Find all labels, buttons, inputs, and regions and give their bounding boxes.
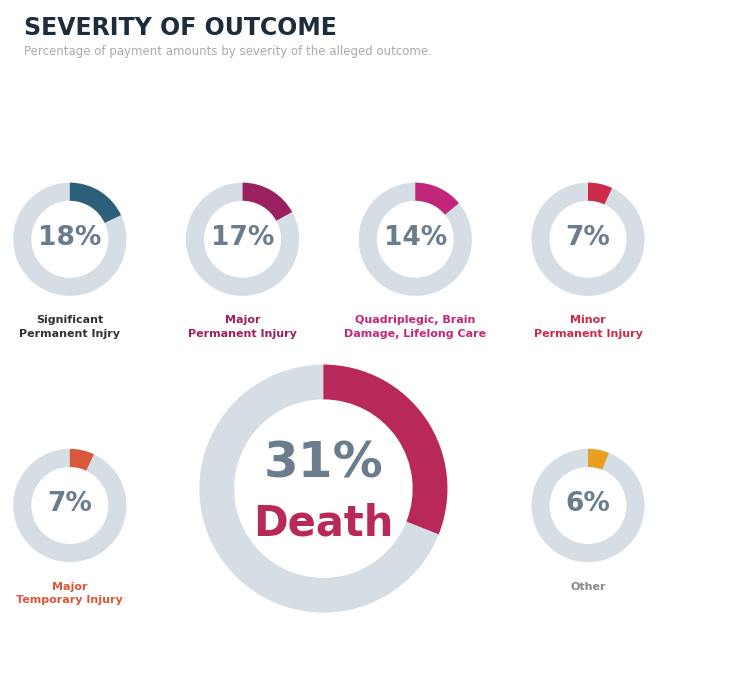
Text: Death: Death <box>254 502 393 545</box>
Wedge shape <box>323 365 448 534</box>
Wedge shape <box>415 183 459 215</box>
Wedge shape <box>588 183 612 204</box>
Text: Minor
Permanent Injury: Minor Permanent Injury <box>534 315 642 339</box>
Wedge shape <box>70 183 121 223</box>
Text: SEVERITY OF OUTCOME: SEVERITY OF OUTCOME <box>24 16 337 40</box>
Text: Significant
Permanent Injry: Significant Permanent Injry <box>19 315 121 339</box>
Text: 17%: 17% <box>211 225 274 251</box>
Wedge shape <box>243 183 293 220</box>
Wedge shape <box>199 365 448 613</box>
Text: 7%: 7% <box>47 491 93 518</box>
Text: 7%: 7% <box>565 225 611 251</box>
Wedge shape <box>13 449 126 562</box>
Wedge shape <box>70 449 94 470</box>
Text: Other: Other <box>570 582 606 592</box>
Text: 14%: 14% <box>384 225 447 251</box>
Text: Percentage of payment amounts by severity of the alleged outcome.: Percentage of payment amounts by severit… <box>24 45 432 58</box>
Wedge shape <box>531 183 645 296</box>
Wedge shape <box>359 183 472 296</box>
Wedge shape <box>186 183 299 296</box>
Wedge shape <box>588 449 609 470</box>
Wedge shape <box>531 449 645 562</box>
Text: 6%: 6% <box>565 491 611 518</box>
Text: Quadriplegic, Brain
Damage, Lifelong Care: Quadriplegic, Brain Damage, Lifelong Car… <box>344 315 487 339</box>
Text: 18%: 18% <box>38 225 101 251</box>
Text: Major
Permanent Injury: Major Permanent Injury <box>188 315 297 339</box>
Wedge shape <box>13 183 126 296</box>
Text: 31%: 31% <box>264 440 383 488</box>
Text: Major
Temporary Injury: Major Temporary Injury <box>16 582 123 605</box>
